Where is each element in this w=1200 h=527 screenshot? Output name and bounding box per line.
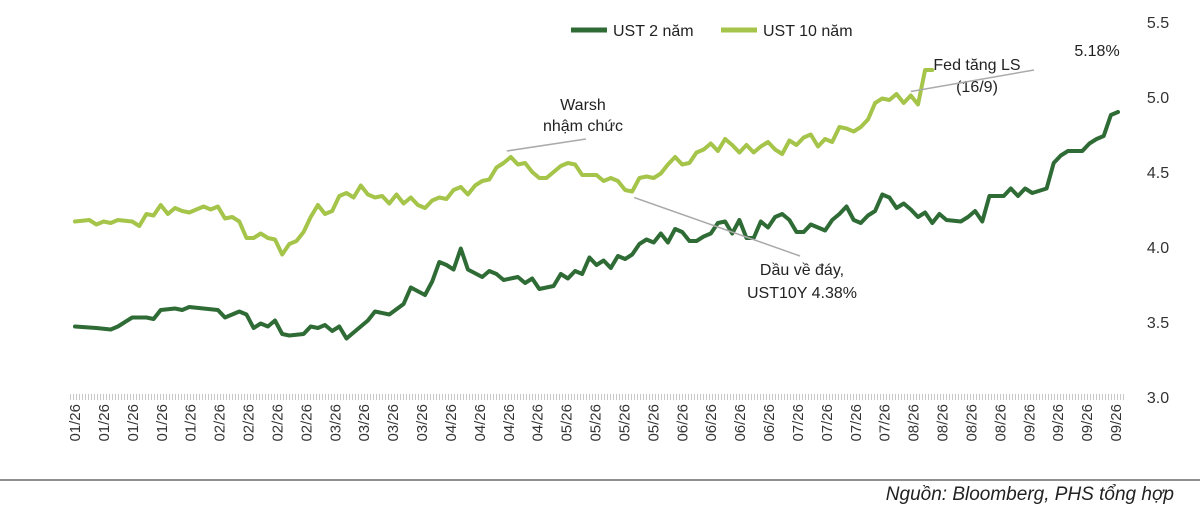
y-tick-label: 3.0 [1147,390,1169,407]
x-tick-label: 04/26 [472,404,489,442]
x-tick-label: 09/26 [1050,404,1067,442]
x-tick-label: 09/26 [1108,404,1125,442]
y-tick-label: 4.0 [1147,240,1169,257]
source-note: Nguồn: Bloomberg, PHS tổng hợp [885,484,1174,505]
x-tick-label: 01/26 [154,404,171,442]
y-tick-label: 3.5 [1147,315,1169,332]
annotation-fed: Fed tăng LS [933,57,1020,74]
x-tick-label: 02/26 [241,404,258,442]
x-tick-label: 09/26 [1079,404,1096,442]
x-tick-label: 07/26 [790,404,807,442]
annotation-last-value: 5.18% [1074,43,1119,60]
x-tick-label: 07/26 [877,404,894,442]
x-tick-label: 07/26 [819,404,836,442]
annotation-oil: Dầu về đáy, [760,262,844,279]
series-ust2y-line [73,110,1120,341]
annotation-leader [910,69,1035,93]
x-tick-label: 05/26 [616,404,633,442]
x-tick-label: 04/26 [530,404,547,442]
annotation-warsh: nhậm chức [543,118,623,135]
x-tick-label: 03/26 [414,404,431,442]
x-tick-label: 01/26 [96,404,113,442]
x-tick-label: 08/26 [935,404,952,442]
x-tick-label: 02/26 [269,404,286,442]
x-tick-label: 01/26 [183,404,200,442]
x-tick-label: 04/26 [443,404,460,442]
legend-label: UST 10 năm [763,23,853,40]
x-tick-label: 05/26 [559,404,576,442]
x-tick-label: 08/26 [992,404,1009,442]
x-tick-label: 01/26 [125,404,142,442]
annotation-leader [506,138,587,152]
x-tick-label: 08/26 [906,404,923,442]
x-tick-label: 03/26 [385,404,402,442]
x-tick-label: 06/26 [703,404,720,442]
x-tick-label: 06/26 [674,404,691,442]
annotation-warsh: Warsh [560,97,606,114]
x-tick-label: 03/26 [327,404,344,442]
y-tick-label: 4.5 [1147,165,1169,182]
y-tick-label: 5.5 [1147,15,1169,32]
x-tick-label: 07/26 [848,404,865,442]
annotation-fed: (16/9) [956,79,998,96]
x-tick-label: 03/26 [356,404,373,442]
x-tick-label: 05/26 [588,404,605,442]
x-tick-label: 02/26 [298,404,315,442]
legend-label: UST 2 năm [613,23,694,40]
annotation-leader [633,196,801,257]
x-tick-label: 02/26 [212,404,229,442]
series-ust10y-line [73,68,935,257]
x-tick-label: 09/26 [1021,404,1038,442]
x-tick-label: 06/26 [761,404,778,442]
y-tick-label: 5.0 [1147,90,1169,107]
x-tick-label: 04/26 [501,404,518,442]
x-tick-label: 08/26 [963,404,980,442]
annotation-oil: UST10Y 4.38% [747,285,857,302]
x-tick-label: 06/26 [732,404,749,442]
x-tick-label: 01/26 [67,404,84,442]
x-tick-label: 05/26 [645,404,662,442]
